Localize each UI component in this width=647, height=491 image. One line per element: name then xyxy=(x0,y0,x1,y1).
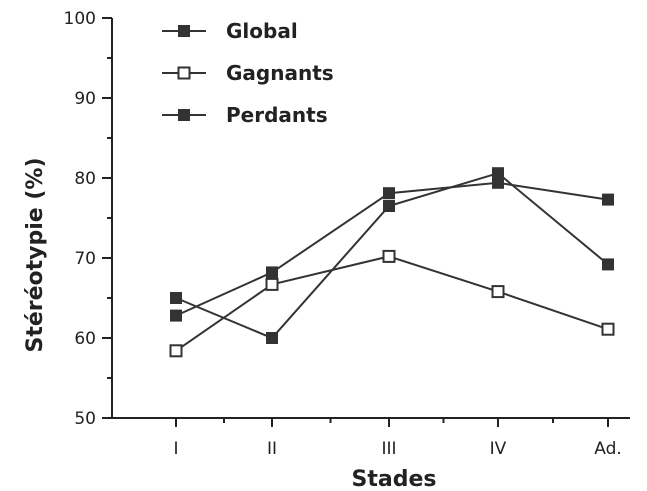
legend-label: Gagnants xyxy=(226,61,334,85)
legend-item: Gagnants xyxy=(162,61,334,85)
y-tick-label: 100 xyxy=(64,9,96,29)
x-tick-label: Ad. xyxy=(594,439,622,459)
legend-label: Global xyxy=(226,19,298,43)
data-point xyxy=(602,258,614,271)
series-perdants xyxy=(170,167,614,344)
legend-item: Global xyxy=(162,19,298,43)
y-tick-label: 80 xyxy=(74,169,96,189)
y-tick-label: 90 xyxy=(74,89,96,109)
data-point xyxy=(491,285,505,299)
data-point xyxy=(170,309,182,322)
y-tick-label: 50 xyxy=(74,409,96,429)
legend: Global Gagnants Perdants xyxy=(162,19,334,127)
legend-marker xyxy=(178,109,190,121)
x-axis-title: Stades xyxy=(352,467,437,491)
data-point xyxy=(169,344,183,358)
data-point xyxy=(601,322,615,336)
legend-marker xyxy=(177,66,191,80)
legend-item: Perdants xyxy=(162,103,328,127)
data-point xyxy=(266,266,278,279)
series-line xyxy=(175,255,609,352)
data-point xyxy=(492,167,504,180)
x-tick-label: I xyxy=(173,439,178,459)
y-tick-label: 70 xyxy=(74,249,96,269)
data-point xyxy=(382,249,396,263)
data-point xyxy=(383,200,395,212)
legend-label: Perdants xyxy=(226,103,328,127)
x-tick-label: IV xyxy=(490,439,507,459)
data-point xyxy=(170,292,182,304)
series-layer xyxy=(169,167,615,358)
data-point xyxy=(383,187,395,200)
x-tick-label: III xyxy=(381,439,396,459)
legend-marker xyxy=(178,25,190,37)
series-gagnants xyxy=(169,249,615,358)
series-global xyxy=(170,176,614,322)
y-axis-title: Stéréotypie (%) xyxy=(23,157,48,352)
data-point xyxy=(265,277,279,291)
data-point xyxy=(266,332,278,344)
data-point xyxy=(602,193,614,206)
x-tick-label: II xyxy=(267,439,277,459)
y-tick-label: 60 xyxy=(74,329,96,349)
